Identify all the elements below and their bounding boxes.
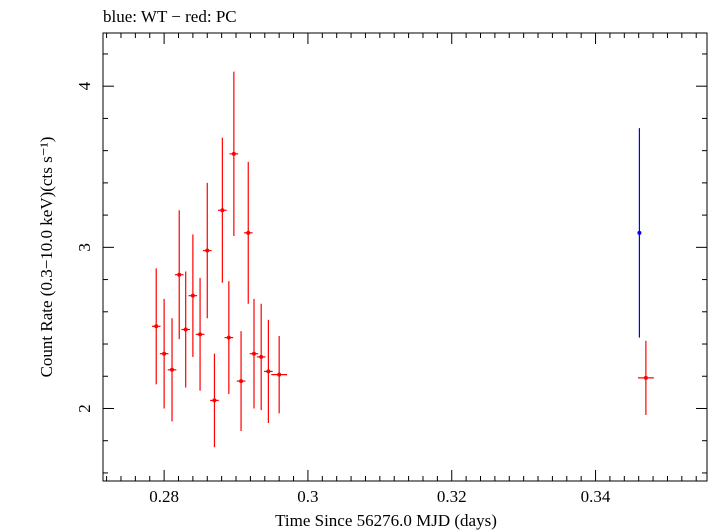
- y-axis: 2 3 4: [75, 53, 707, 474]
- data-point: [246, 230, 251, 235]
- data-point: [637, 230, 642, 235]
- data-point: [259, 354, 264, 359]
- data-point: [266, 369, 271, 374]
- x-tick-label: 0.32: [437, 487, 467, 506]
- y-tick-label: 3: [75, 243, 94, 252]
- data-point: [170, 367, 175, 372]
- data-point: [205, 248, 210, 253]
- data-point: [277, 372, 282, 377]
- data-point: [177, 272, 182, 277]
- data-point: [183, 327, 188, 332]
- data-point: [212, 398, 217, 403]
- data-point: [154, 324, 159, 329]
- x-tick-label: 0.34: [581, 487, 611, 506]
- plot-frame: [102, 32, 708, 482]
- x-axis: 0.28 0.3 0.32 0.34: [106, 33, 697, 506]
- series-pc: [151, 71, 654, 448]
- data-point: [239, 379, 244, 384]
- y-tick-label: 4: [75, 81, 94, 90]
- y-axis-label: Count Rate (0.3−10.0 keV)(cts s⁻¹): [37, 137, 56, 378]
- x-axis-label: Time Since 56276.0 MJD (days): [275, 511, 497, 530]
- data-point: [252, 351, 256, 356]
- data-point: [190, 293, 195, 298]
- x-tick-label: 0.28: [149, 487, 179, 506]
- y-tick-label: 2: [75, 404, 94, 413]
- data-point: [220, 208, 225, 213]
- data-point: [226, 335, 231, 340]
- x-tick-label: 0.3: [297, 487, 318, 506]
- chart-title: blue: WT − red: PC: [103, 7, 237, 26]
- data-point: [162, 351, 167, 356]
- data-point: [231, 151, 236, 156]
- data-point: [643, 375, 648, 380]
- data-series: [151, 71, 654, 448]
- data-point: [198, 332, 203, 337]
- series-wt: [637, 128, 642, 338]
